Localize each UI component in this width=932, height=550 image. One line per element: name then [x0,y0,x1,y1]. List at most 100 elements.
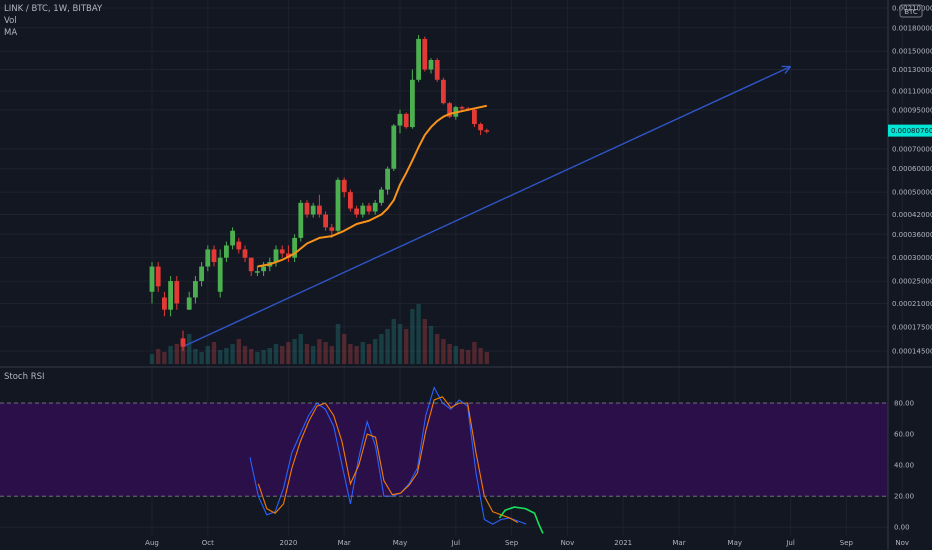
time-tick-label: Aug [145,539,159,547]
volume-bar [391,319,396,364]
candle-body [162,297,167,310]
time-tick-label: Sep [840,539,854,547]
volume-bar [311,346,316,364]
candle-body [478,124,483,131]
time-tick-label: Mar [672,539,685,547]
hand-drawn-annotation [498,506,544,534]
ma-legend[interactable]: MA [4,28,18,38]
time-tick-label: 2020 [279,539,297,547]
volume-bars [149,304,489,364]
price-tick-label: 0.00180000 [892,24,932,32]
price-tick-label: 0.00042000 [892,211,932,219]
candle-body [422,38,428,70]
candle-body [348,192,353,209]
price-tick-label: 0.00021000 [892,300,932,308]
trendline[interactable] [182,65,791,348]
rsi-tick-label: 0.00 [894,524,910,532]
symbol-title[interactable]: LINK / BTC, 1W, BITBAY [4,4,103,14]
volume-bar [193,349,198,364]
rsi-tick-label: 20.00 [894,493,914,501]
candle-body [472,109,477,125]
candle-body [379,189,384,203]
candle-body [298,202,304,238]
volume-bar [447,344,452,364]
volume-bar [379,334,384,364]
volume-bar [354,346,359,364]
rsi-tick-label: 60.00 [894,431,914,439]
time-tick-label: Jul [451,539,461,547]
volume-bar [180,339,186,364]
candle-body [441,79,446,104]
candle-body [310,205,316,215]
volume-bar [236,339,241,364]
price-tick-label: 0.00030000 [892,254,932,262]
currency-badge[interactable]: BTC [899,4,923,18]
time-axis[interactable]: Aug Oct 2020 Mar May Jul Sep Nov 2021 Mar May Jul Se… [145,539,909,547]
candle-body [180,338,186,347]
time-tick-label: May [728,539,742,547]
volume-bar [298,334,303,364]
time-tick-label: Sep [505,539,519,547]
candle-body [447,103,452,117]
price-tick-label: 0.00025000 [892,278,932,286]
time-tick-label: Nov [561,539,575,547]
volume-bar [205,346,210,364]
price-tick-label: 0.00060000 [892,165,932,173]
volume-bar [292,339,297,364]
price-tick-label: 0.00095000 [892,106,932,114]
volume-bar [342,334,347,364]
candle-body [335,179,341,231]
last-price-badge: 0.00080760 [888,124,932,137]
volume-bar [472,342,477,364]
time-tick-label: Mar [338,539,351,547]
volume-bar [366,344,372,364]
rsi-axis[interactable]: 80.00 60.00 40.00 20.00 0.00 [0,400,914,532]
volume-bar [255,352,260,364]
last-price-badge-bg [888,124,932,137]
currency-badge-label: BTC [904,8,918,16]
candle-body [224,245,229,258]
price-axis[interactable]: 0.00210000 0.00180000 0.00150000 0.00130000… [892,4,932,355]
volume-legend[interactable]: Vol [4,16,17,26]
candle-body [168,281,173,310]
time-tick-label: Nov [895,539,909,547]
price-tick-label: 0.00014500 [892,347,932,355]
volume-bar [478,348,483,364]
candle-body [255,271,260,273]
volume-bar [149,354,155,364]
candle-body [261,266,266,272]
volume-bar [416,304,421,364]
volume-bar [304,344,310,364]
volume-bar [230,344,235,364]
candle-body [279,249,285,254]
volume-bar [410,309,415,364]
candle-body [217,257,223,292]
price-tick-label: 0.00036000 [892,231,932,239]
volume-bar [373,339,378,364]
volume-bar [218,350,223,364]
rsi-tick-label: 40.00 [894,462,914,470]
candlesticks [149,35,490,351]
candle-body [242,249,248,258]
time-tick-label: Jul [785,539,795,547]
volume-bar [484,352,489,364]
volume-bar [242,346,248,364]
volume-bar [466,350,471,364]
candle-body [360,205,366,215]
volume-bar [249,349,254,364]
volume-bar [422,319,427,364]
stoch-rsi-legend[interactable]: Stoch RSI [4,372,45,382]
volume-bar [174,344,179,364]
volume-bar [286,342,291,364]
candle-body [292,237,297,258]
candle-body [403,113,409,128]
volume-bar [435,334,440,364]
volume-bar [199,352,204,364]
volume-bar [453,346,458,364]
candle-body [434,60,440,80]
price-tick-label: 0.00017500 [892,323,932,331]
candle-body [273,249,279,263]
volume-bar [187,334,192,364]
